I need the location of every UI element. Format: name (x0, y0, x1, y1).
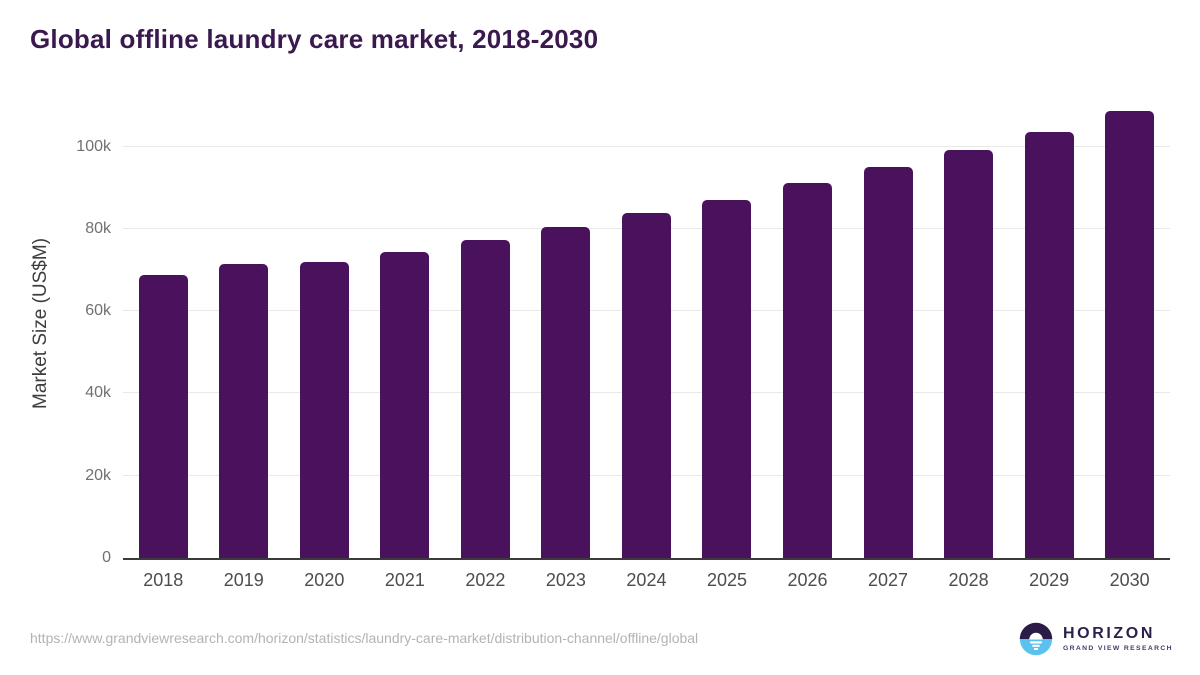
x-labels-row: 2018 2019 2020 2021 2022 2023 2024 2025 2026 2027… (123, 570, 1170, 591)
x-tick-label: 2028 (948, 570, 989, 590)
bar-2020[interactable] (299, 262, 349, 558)
x-tick-label: 2022 (465, 570, 506, 590)
y-tick-label: 100k (76, 137, 111, 155)
bar-column (284, 100, 365, 558)
x-tick-label: 2020 (304, 570, 345, 590)
bar-column (123, 100, 204, 558)
bar-column (767, 100, 848, 558)
y-tick-label: 20k (85, 466, 111, 484)
x-axis-line (123, 558, 1170, 560)
x-tick-label: 2025 (706, 570, 747, 590)
bar-column (445, 100, 526, 558)
bar-2025[interactable] (702, 199, 752, 558)
bar-2024[interactable] (621, 212, 671, 558)
x-tick-label: 2018 (143, 570, 184, 590)
logo-wordmark-text: HORIZON (1063, 625, 1155, 642)
y-tick-label: 60k (85, 302, 111, 320)
bars-row (123, 100, 1170, 558)
gridline (123, 145, 1170, 147)
bar-column (1009, 100, 1090, 558)
y-tick-label: 80k (85, 219, 111, 237)
bar-2021[interactable] (380, 251, 430, 558)
y-tick-label: 40k (85, 384, 111, 402)
y-tick-label: 0 (102, 549, 111, 566)
bar-2019[interactable] (219, 264, 269, 558)
x-tick-label: 2029 (1029, 570, 1070, 590)
bar-column (1089, 100, 1170, 558)
logo-subtitle-text: GRAND VIEW RESEARCH (1063, 645, 1173, 652)
source-url: https://www.grandviewresearch.com/horizo… (30, 630, 699, 646)
bar-column (606, 100, 687, 558)
bar-2028[interactable] (944, 150, 994, 558)
bar-column (365, 100, 446, 558)
bar-column (204, 100, 285, 558)
page-title: Global offline laundry care market, 2018… (30, 24, 599, 54)
logo-wordmark: HORIZON GRAND VIEW RESEARCH (1063, 625, 1173, 653)
bar-column (526, 100, 607, 558)
bar-2026[interactable] (783, 183, 833, 558)
bar-2023[interactable] (541, 227, 591, 558)
x-tick-label: 2024 (626, 570, 667, 590)
bar-column (687, 100, 768, 558)
x-tick-label: 2023 (545, 570, 586, 590)
bar-2027[interactable] (863, 167, 913, 558)
x-tick-label: 2021 (384, 570, 425, 590)
x-tick-label: 2030 (1109, 570, 1150, 590)
bar-column (848, 100, 929, 558)
sun-over-horizon-icon (1019, 622, 1053, 656)
bar-2022[interactable] (460, 240, 510, 558)
horizon-logo: HORIZON GRAND VIEW RESEARCH (1018, 621, 1173, 657)
x-tick-label: 2027 (868, 570, 909, 590)
plot-area: 2018 2019 2020 2021 2022 2023 2024 2025 2026 2027… (76, 100, 1170, 590)
bar-column (928, 100, 1009, 558)
bar-2018[interactable] (138, 274, 188, 558)
x-tick-label: 2026 (787, 570, 828, 590)
x-tick-label: 2019 (223, 570, 264, 590)
bar-2030[interactable] (1105, 111, 1155, 558)
bar-2029[interactable] (1024, 131, 1074, 558)
